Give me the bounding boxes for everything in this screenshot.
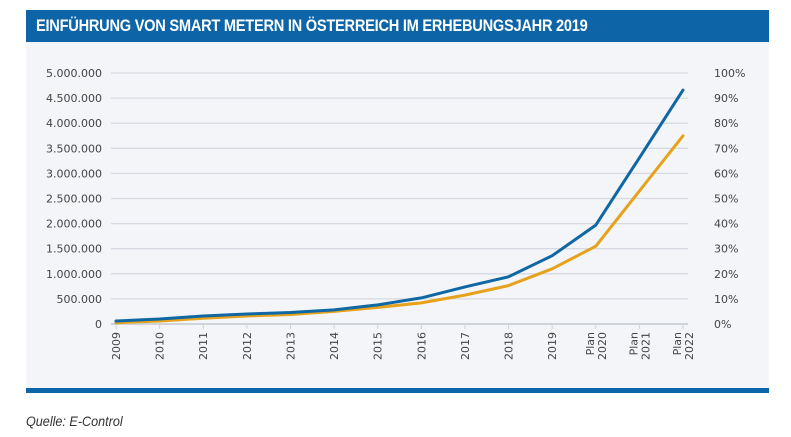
x-tick-label: Plan 2021	[627, 332, 652, 360]
y-left-tick-label: 500.000	[57, 293, 103, 306]
y-left-tick-label: 0	[95, 318, 102, 331]
x-axis: 2009 2010 2011 2012 2013 2014 2015 2016 2017 2018…	[110, 324, 696, 360]
x-tick-label-line: Plan	[671, 332, 684, 355]
y-right-tick-label: 90%	[714, 92, 738, 105]
x-tick-label: 2012	[241, 332, 254, 360]
x-tick-label: 2015	[372, 332, 385, 360]
y-right-tick-label: 30%	[714, 243, 738, 256]
y-right-tick-label: 70%	[714, 142, 738, 155]
x-tick-label-line: 2019	[546, 332, 559, 360]
x-tick-label-line: 2017	[459, 332, 472, 360]
y-right-tick-label: 50%	[714, 193, 738, 206]
x-tick-label: 2019	[546, 332, 559, 360]
y-left-tick-label: 1.500.000	[46, 243, 102, 256]
bottom-accent-bar	[26, 388, 769, 393]
y-left-tick-label: 4.000.000	[46, 117, 102, 130]
x-tick-label-line: 2016	[415, 332, 428, 360]
y-right-tick-label: 10%	[714, 293, 738, 306]
y-axis-left: 0 500.000 1.000.000 1.500.000 2.000.000 2.500…	[46, 67, 102, 331]
x-tick-label: 2016	[415, 332, 428, 360]
x-tick-label: 2011	[197, 332, 210, 360]
x-tick-label-line: 2010	[154, 332, 167, 360]
source-note: Quelle: E-Control	[26, 413, 123, 429]
x-tick-label: 2013	[284, 332, 297, 360]
y-left-tick-label: 5.000.000	[46, 67, 102, 80]
series-lines	[114, 88, 685, 325]
x-tick-label-line: 2020	[596, 332, 609, 360]
y-right-tick-label: 20%	[714, 268, 738, 281]
x-tick-label-line: 2011	[197, 332, 210, 360]
x-tick-label-line: Plan	[584, 332, 597, 355]
x-tick-label-line: 2009	[110, 332, 123, 360]
y-axis-right: 0% 10% 20% 30% 40% 50% 60% 70% 80% 90% 100%	[714, 67, 745, 331]
x-tick-label-line: Plan	[627, 332, 640, 355]
y-left-tick-label: 4.500.000	[46, 92, 102, 105]
x-tick-label-line: 2021	[639, 332, 652, 360]
y-left-tick-label: 2.500.000	[46, 193, 102, 206]
y-right-tick-label: 80%	[714, 117, 738, 130]
y-left-tick-label: 3.000.000	[46, 167, 102, 180]
x-tick-label-line: 2015	[372, 332, 385, 360]
y-right-tick-label: 40%	[714, 218, 738, 231]
grid-lines	[111, 72, 688, 325]
x-tick-label: 2014	[328, 332, 341, 360]
x-tick-label: Plan 2022	[671, 332, 696, 360]
x-tick-label: 2018	[503, 332, 516, 360]
x-tick-label: 2009	[110, 332, 123, 360]
x-tick-label-line: 2018	[503, 332, 516, 360]
y-right-tick-label: 60%	[714, 167, 738, 180]
x-tick-label-line: 2012	[241, 332, 254, 360]
x-tick-label: 2010	[154, 332, 167, 360]
y-right-tick-label: 100%	[714, 67, 745, 80]
y-left-tick-label: 2.000.000	[46, 218, 102, 231]
series-line	[114, 88, 685, 323]
x-tick-label: 2017	[459, 332, 472, 360]
x-tick-label-line: 2013	[284, 332, 297, 360]
y-left-tick-label: 3.500.000	[46, 142, 102, 155]
title-bar: EINFÜHRUNG VON SMART METERN IN ÖSTERREIC…	[26, 10, 769, 42]
y-right-tick-label: 0%	[714, 318, 731, 331]
x-tick-label-line: 2014	[328, 332, 341, 360]
x-tick-label-line: 2022	[683, 332, 696, 360]
y-left-tick-label: 1.000.000	[46, 268, 102, 281]
chart-title: EINFÜHRUNG VON SMART METERN IN ÖSTERREIC…	[36, 16, 588, 35]
series-line	[114, 134, 685, 325]
x-tick-label: Plan 2020	[584, 332, 609, 360]
